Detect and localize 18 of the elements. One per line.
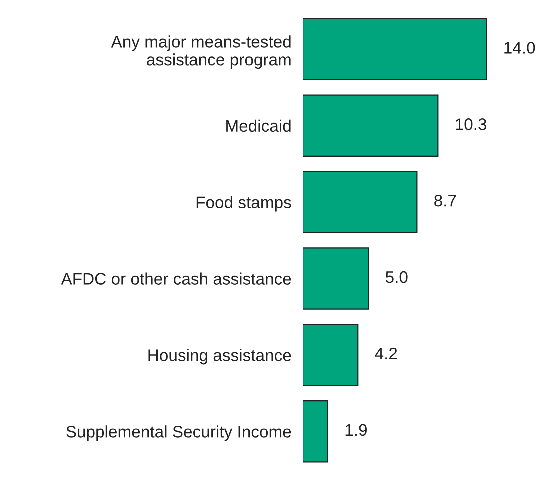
data-label: 8.7 [434,194,456,207]
bar [303,324,359,386]
y-tick-label: Supplemental Security Income [66,426,292,442]
data-label: 4.2 [375,348,398,360]
bar [303,248,370,310]
data-label: 14.0 [504,42,536,54]
data-label: 10.3 [456,118,487,130]
data-label: 1.9 [346,424,367,436]
bar [303,400,328,463]
y-tick-label: Any major means-tested assistance program [111,36,291,70]
bar [303,18,488,81]
y-tick-label: Housing assistance [148,349,292,365]
y-tick-label: AFDC or other cash assistance [61,272,292,285]
data-label: 5.0 [386,271,408,284]
bar [303,94,439,157]
bar [303,171,418,234]
y-tick-label: Medicaid [226,120,291,132]
y-tick-label: Food stamps [196,196,292,212]
